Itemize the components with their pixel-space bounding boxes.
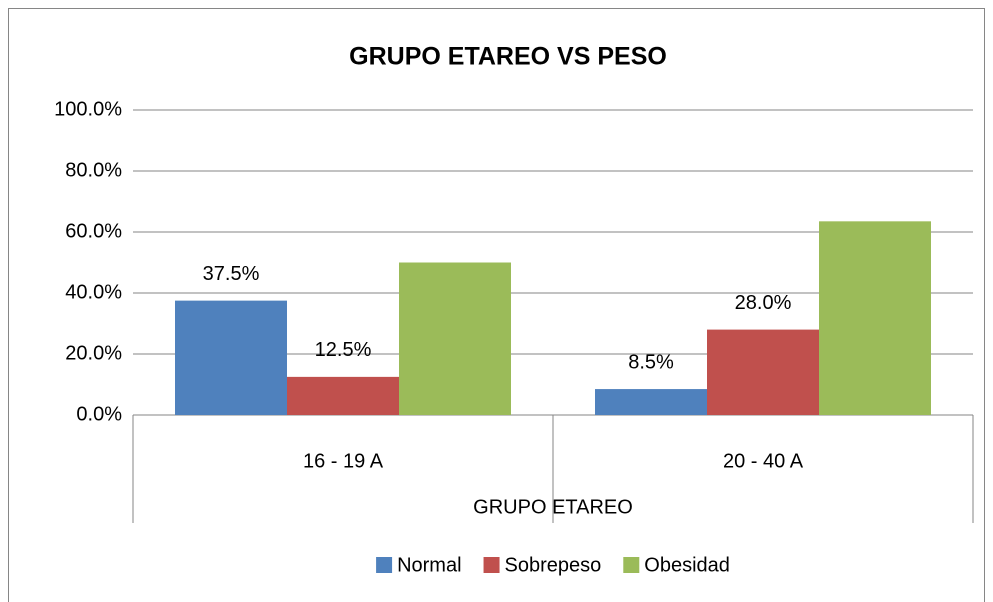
bar <box>175 300 287 415</box>
data-label: 12.5% <box>315 339 372 361</box>
bar <box>707 329 819 415</box>
data-label: 8.5% <box>628 351 674 373</box>
bar <box>287 376 399 415</box>
y-tick-label: 0.0% <box>76 403 122 425</box>
legend-label: Normal <box>397 554 461 576</box>
x-tick-label: 16 - 19 A <box>303 450 384 472</box>
legend-swatch <box>623 557 640 573</box>
bar <box>595 389 707 415</box>
x-tick-label: 20 - 40 A <box>723 450 804 472</box>
bar <box>819 221 931 415</box>
legend-swatch <box>483 557 500 573</box>
y-tick-label: 100.0% <box>54 98 122 120</box>
data-label: 28.0% <box>735 292 792 314</box>
legend-swatch <box>376 557 393 573</box>
y-tick-label: 20.0% <box>65 342 122 364</box>
y-tick-label: 60.0% <box>65 220 122 242</box>
y-tick-label: 40.0% <box>65 281 122 303</box>
legend-label: Sobrepeso <box>505 554 602 576</box>
chart-title: GRUPO ETAREO VS PESO <box>349 43 667 71</box>
legend-label: Obesidad <box>644 554 730 576</box>
bar <box>399 262 511 415</box>
y-tick-label: 80.0% <box>65 159 122 181</box>
data-label: 37.5% <box>203 263 260 285</box>
